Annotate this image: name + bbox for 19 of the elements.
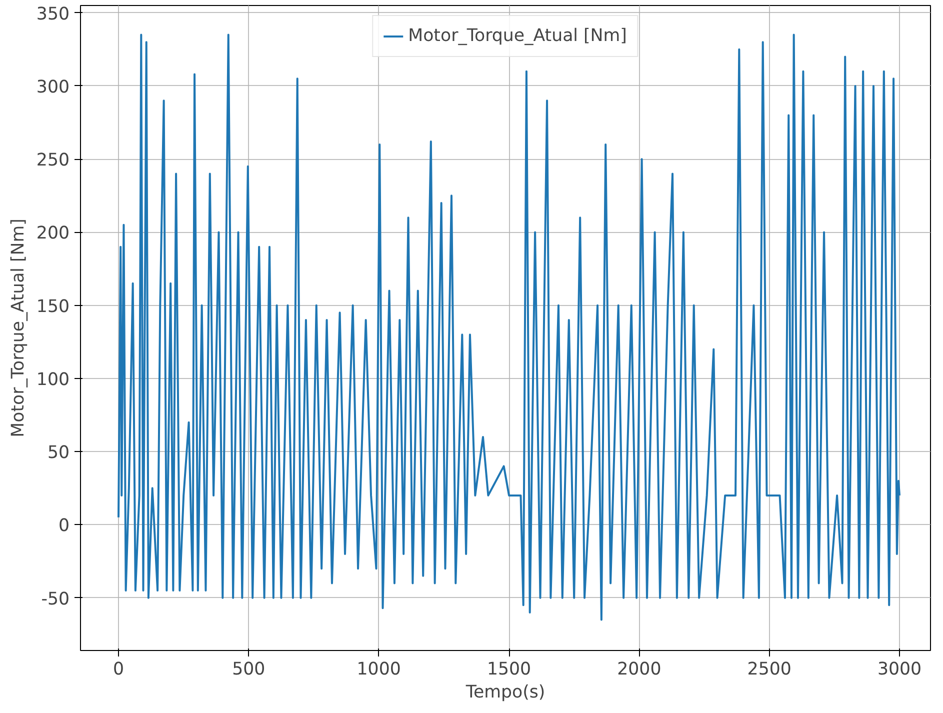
legend-label: Motor_Torque_Atual [Nm] — [408, 26, 627, 46]
x-axis-title: Tempo(s) — [464, 682, 546, 702]
y-tick-label: 300 — [36, 77, 70, 98]
x-tick-label: 3000 — [877, 660, 922, 680]
x-tick-label: 500 — [232, 660, 266, 680]
y-axis-title: Motor_Torque_Atual [Nm] — [8, 218, 28, 438]
x-tick-label: 2000 — [617, 660, 662, 680]
y-tick-label: 250 — [36, 150, 70, 171]
y-tick-label: 0 — [58, 516, 70, 536]
x-tick-label: 1500 — [486, 660, 532, 680]
y-tick-label: 100 — [36, 370, 70, 390]
y-tick-label: 200 — [36, 224, 70, 244]
y-tick-label: 50 — [47, 443, 70, 464]
y-tick-label: -50 — [41, 589, 70, 610]
y-tick-label: 150 — [36, 296, 70, 317]
y-tick-label: 350 — [36, 4, 70, 24]
x-tick-label: 1000 — [356, 660, 401, 680]
x-tick-label: 0 — [112, 660, 124, 680]
x-tick-label: 2500 — [747, 660, 792, 680]
